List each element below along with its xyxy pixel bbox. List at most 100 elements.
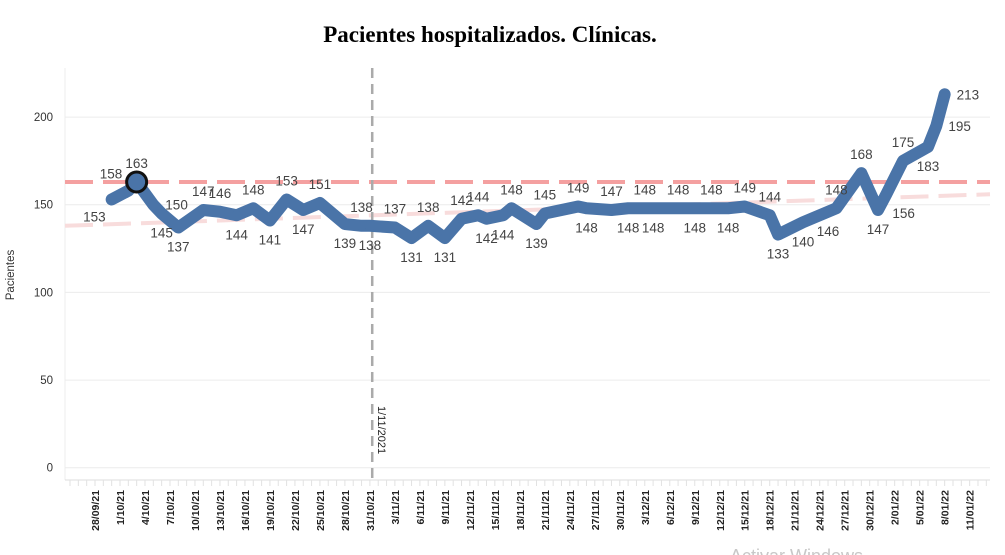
- x-tick-label: 4/10/21: [140, 490, 152, 525]
- data-label: 146: [817, 224, 840, 239]
- data-label: 213: [957, 87, 980, 102]
- x-tick-label: 10/10/21: [190, 490, 202, 531]
- data-point: [856, 168, 867, 179]
- x-tick-label: 8/01/22: [940, 490, 952, 525]
- data-label: 142: [450, 193, 473, 208]
- x-tick-label: 11/01/22: [965, 490, 977, 530]
- x-tick-label: 21/11/21: [540, 490, 552, 530]
- data-label: 147: [292, 222, 315, 237]
- data-point: [406, 233, 417, 244]
- data-label: 158: [100, 167, 123, 182]
- x-tick-label: 30/11/21: [615, 490, 627, 530]
- x-tick-label: 16/10/21: [240, 490, 252, 531]
- data-label: 149: [567, 181, 590, 196]
- data-label: 148: [717, 220, 740, 235]
- x-tick-label: 5/01/22: [915, 490, 927, 525]
- data-label: 163: [125, 156, 148, 171]
- data-label: 138: [359, 238, 382, 253]
- data-label: 138: [350, 200, 373, 215]
- data-label: 148: [642, 220, 665, 235]
- data-point: [923, 141, 933, 152]
- y-tick-label: 100: [34, 287, 53, 299]
- data-point: [539, 208, 550, 219]
- data-label: 183: [917, 159, 940, 174]
- data-point: [198, 205, 209, 216]
- data-label: 148: [617, 220, 640, 235]
- data-label: 147: [192, 184, 215, 199]
- x-tick-label: 6/11/21: [415, 490, 427, 525]
- data-point: [231, 210, 242, 221]
- data-point: [531, 219, 542, 230]
- y-tick-label: 150: [34, 200, 53, 212]
- data-label: 144: [467, 189, 490, 204]
- reference-line-label: 1/11/2021: [375, 406, 387, 454]
- data-label: 195: [948, 119, 971, 134]
- data-label: 146: [209, 186, 232, 201]
- data-label: 133: [767, 247, 790, 262]
- data-point: [881, 189, 892, 200]
- data-label: 148: [700, 182, 723, 197]
- data-point: [314, 197, 325, 208]
- data-point: [339, 219, 350, 230]
- data-label: 145: [150, 226, 173, 241]
- x-tick-label: 24/11/21: [565, 490, 577, 530]
- data-point: [439, 233, 450, 244]
- data-point: [498, 210, 509, 221]
- data-point: [473, 210, 484, 221]
- data-label: 150: [165, 198, 188, 213]
- data-label: 131: [400, 250, 423, 265]
- x-tick-label: 28/10/21: [340, 490, 352, 531]
- data-point: [773, 229, 784, 240]
- data-point: [456, 213, 467, 224]
- x-tick-label: 24/12/21: [815, 490, 827, 531]
- x-tick-label: 7/10/21: [165, 490, 177, 525]
- data-label: 131: [434, 250, 457, 265]
- x-tick-label: 27/11/21: [590, 490, 602, 530]
- data-label: 156: [892, 206, 915, 221]
- data-point: [364, 220, 375, 231]
- data-point: [723, 203, 734, 214]
- data-point: [798, 217, 809, 228]
- data-label: 147: [867, 222, 890, 237]
- data-label: 175: [892, 135, 915, 150]
- x-tick-label: 3/11/21: [390, 490, 402, 525]
- x-tick-label: 6/12/21: [665, 490, 677, 525]
- data-label: 139: [334, 236, 357, 251]
- highlighted-point: [125, 170, 149, 194]
- data-label: 148: [500, 182, 523, 197]
- data-label: 142: [475, 231, 498, 246]
- x-tick-label: 3/12/21: [640, 490, 652, 525]
- data-point: [823, 206, 834, 217]
- data-label: 148: [667, 182, 690, 197]
- data-label: 153: [83, 209, 106, 224]
- data-point: [173, 222, 184, 233]
- data-label: 145: [534, 188, 557, 203]
- data-point: [648, 203, 659, 214]
- x-tick-label: 13/10/21: [215, 490, 227, 531]
- data-point: [248, 203, 259, 214]
- x-tick-label: 28/09/21: [90, 490, 102, 531]
- x-tick-label: 25/10/21: [315, 490, 327, 531]
- data-label: 148: [683, 220, 706, 235]
- data-point: [156, 208, 167, 219]
- x-tick-label: 18/11/21: [515, 490, 527, 530]
- data-label: 153: [275, 173, 298, 188]
- data-label: 149: [733, 181, 756, 196]
- data-point: [606, 205, 617, 216]
- x-tick-label: 22/10/21: [290, 490, 302, 531]
- data-label: 141: [259, 233, 282, 248]
- data-label: 148: [575, 220, 598, 235]
- data-point: [739, 201, 750, 212]
- data-point: [356, 220, 367, 231]
- x-tick-label: 19/10/21: [265, 490, 277, 531]
- data-label: 144: [492, 227, 515, 242]
- data-point: [931, 120, 942, 131]
- data-label: 147: [600, 184, 623, 199]
- y-tick-label: 0: [47, 463, 53, 475]
- x-tick-label: 18/12/21: [765, 490, 777, 531]
- data-point: [639, 203, 650, 214]
- x-tick-label: 15/12/21: [740, 490, 752, 531]
- data-point: [898, 155, 909, 166]
- data-label: 148: [242, 182, 265, 197]
